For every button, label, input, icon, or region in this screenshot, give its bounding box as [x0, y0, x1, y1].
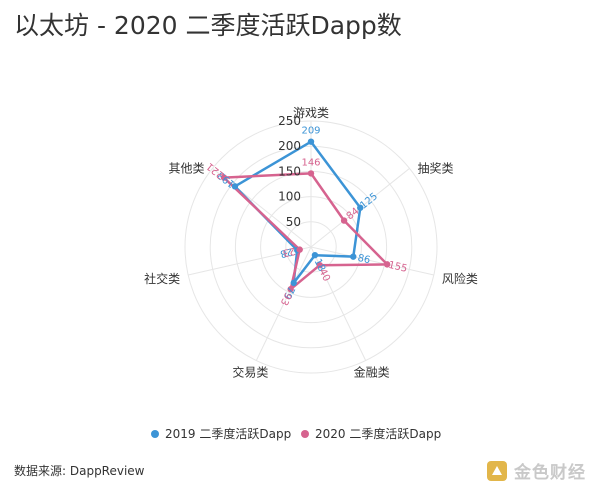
data-point-0-0 — [307, 138, 315, 145]
value-label-1-3: 40 — [316, 267, 331, 283]
category-label-4: 交易类 — [232, 365, 268, 380]
radial-tick-label: 50 — [286, 215, 301, 229]
jinse-logo-icon — [487, 460, 507, 481]
legend-label-1[interactable]: 2020 二季度活跃Dapp — [315, 426, 441, 441]
series-line-1 — [222, 172, 389, 291]
spoke-5 — [188, 246, 312, 276]
radial-tick-label: 100 — [278, 190, 301, 204]
data-point-0-4 — [290, 279, 297, 287]
radial-tick-label: 200 — [278, 139, 301, 153]
spoke-4 — [255, 246, 312, 361]
value-label-1-4: 93 — [278, 291, 293, 307]
value-label-1-2: 155 — [387, 260, 408, 275]
data-point-0-6 — [231, 183, 239, 190]
watermark-text: 金色财经 — [514, 463, 586, 483]
value-label-1-5: 23 — [281, 245, 296, 259]
data-point-1-3 — [316, 261, 323, 269]
data-point-1-0 — [307, 170, 315, 177]
radial-tick-label: 250 — [278, 114, 301, 128]
data-point-1-2 — [383, 261, 391, 268]
category-label-3: 金融类 — [354, 365, 390, 380]
value-label-0-0: 209 — [301, 126, 320, 137]
data-source-note: 数据来源: DappReview — [14, 464, 145, 478]
data-point-1-4 — [287, 286, 294, 293]
category-label-2: 风险类 — [442, 271, 478, 286]
value-label-0-4: 79 — [281, 284, 296, 300]
legend-label-0[interactable]: 2019 二季度活跃Dapp — [165, 426, 291, 441]
watermark-logo: 金色财经 — [486, 458, 586, 483]
data-point-1-1 — [340, 217, 348, 224]
value-label-0-2: 86 — [356, 253, 371, 267]
data-point-0-2 — [350, 253, 357, 260]
chart-title: 以太坊 - 2020 二季度活跃Dapp数 — [14, 11, 402, 40]
category-label-6: 其他类 — [168, 161, 204, 175]
value-label-0-3: 18 — [312, 257, 327, 273]
data-point-1-5 — [296, 246, 303, 253]
category-label-1: 抽奖类 — [418, 161, 454, 175]
value-label-1-6: 221 — [205, 160, 227, 181]
spoke-2 — [310, 246, 434, 276]
legend-marker-1[interactable] — [301, 430, 309, 438]
value-label-1-0: 146 — [301, 157, 320, 168]
radial-tick-label: 150 — [278, 164, 301, 178]
category-label-0: 游戏类 — [293, 106, 329, 120]
data-point-0-3 — [311, 251, 319, 259]
value-label-0-5: 28 — [279, 245, 294, 259]
data-point-1-6 — [220, 174, 228, 181]
legend-marker-0[interactable] — [151, 430, 159, 438]
category-label-5: 社交类 — [144, 271, 180, 286]
data-point-0-1 — [357, 204, 364, 211]
